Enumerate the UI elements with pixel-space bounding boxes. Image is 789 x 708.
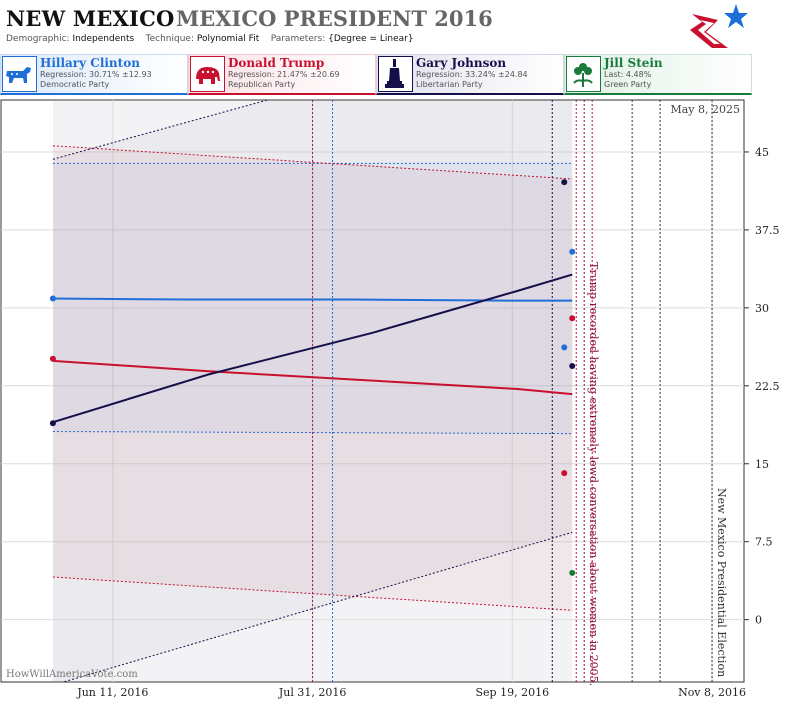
- technique-value: Polynomial Fit: [196, 34, 260, 44]
- technique-label: Technique:: [145, 34, 194, 44]
- candidate-party: Republican Party: [228, 80, 296, 89]
- candidate-name: Donald Trump: [228, 56, 325, 70]
- x-tick-label: Nov 8, 2016: [678, 686, 746, 699]
- watermark: HowWillAmericaVote.com: [6, 669, 138, 680]
- site-logo-icon: [690, 4, 748, 48]
- confidence-bound: [52, 145, 573, 180]
- candidate-name: Gary Johnson: [416, 56, 507, 70]
- x-tick-label: Sep 19, 2016: [476, 686, 550, 699]
- demographic-label: Demographic:: [6, 34, 70, 44]
- confidence-bound: [52, 431, 573, 435]
- legend-jill-stein: Jill Stein Last: 4.48% Green Party: [564, 54, 752, 95]
- header: NEW MEXICO MEXICO PRESIDENT 2016 Demogra…: [0, 0, 789, 52]
- candidate-party: Democratic Party: [40, 80, 110, 89]
- title-race: MEXICO PRESIDENT 2016: [176, 6, 493, 31]
- x-tick-label: Jul 31, 2016: [278, 686, 347, 699]
- y-tick-label: 15: [755, 458, 769, 471]
- chart-area: 0 7.5 15 22.5 30 37.5 45 Jun 11, 2016 Jul 31, 20…: [0, 98, 789, 704]
- y-tick-label: 37.5: [755, 224, 780, 237]
- elephant-icon: [190, 56, 225, 92]
- legend-hillary-clinton: Hillary Clinton Regression: 30.71% ±12.9…: [0, 54, 188, 95]
- regression-line: [52, 359, 573, 396]
- y-tick-label: 7.5: [755, 536, 773, 549]
- confidence-bound: [52, 100, 270, 160]
- legend-donald-trump: Donald Trump Regression: 21.47% ±20.69 R…: [188, 54, 376, 95]
- date-label: May 8, 2025: [670, 103, 740, 116]
- x-tick-label: Jun 11, 2016: [76, 686, 148, 699]
- poll-point: [569, 248, 576, 255]
- confidence-band: [52, 163, 573, 434]
- parameters-value: {Degree = Linear}: [328, 34, 414, 44]
- poll-point: [49, 295, 56, 302]
- regression-line: [52, 297, 573, 302]
- liberty-statue-icon: [378, 56, 413, 92]
- legend-gary-johnson: Gary Johnson Regression: 33.24% ±24.84 L…: [376, 54, 564, 95]
- candidate-last: Last: 4.48%: [604, 70, 652, 79]
- y-tick-label: 30: [755, 302, 769, 315]
- regression-line: [52, 273, 573, 424]
- flower-icon: [566, 56, 601, 92]
- poll-point: [561, 344, 568, 351]
- confidence-band: [52, 100, 573, 682]
- candidate-party: Libertarian Party: [416, 80, 483, 89]
- parameters-label: Parameters:: [270, 34, 326, 44]
- poll-point: [569, 363, 576, 370]
- candidate-name: Hillary Clinton: [40, 56, 140, 70]
- candidate-party: Green Party: [604, 80, 652, 89]
- poll-point: [49, 355, 56, 362]
- regression-chart: 0 7.5 15 22.5 30 37.5 45 Jun 11, 2016 Jul 31, 20…: [0, 99, 780, 699]
- candidate-regression: Regression: 33.24% ±24.84: [416, 70, 528, 79]
- candidate-name: Jill Stein: [604, 56, 663, 70]
- donkey-icon: [2, 56, 37, 92]
- annotation-label: New Mexico Presidential Election: [715, 488, 728, 677]
- chart-parameters: Demographic: Independents Technique: Pol…: [6, 34, 414, 44]
- poll-point: [561, 470, 568, 477]
- poll-point: [569, 315, 576, 322]
- poll-point: [569, 569, 576, 576]
- candidate-regression: Regression: 21.47% ±20.69: [228, 70, 340, 79]
- y-tick-label: 45: [755, 146, 769, 159]
- candidate-regression: Regression: 30.71% ±12.93: [40, 70, 152, 79]
- y-tick-label: 0: [755, 614, 762, 627]
- title-state: NEW MEXICO: [6, 6, 175, 31]
- poll-point: [49, 420, 56, 427]
- demographic-value: Independents: [72, 34, 135, 44]
- poll-point: [561, 179, 568, 186]
- annotation-label: Trump recorded having extremely lewd con…: [587, 262, 600, 686]
- y-tick-label: 22.5: [755, 380, 780, 393]
